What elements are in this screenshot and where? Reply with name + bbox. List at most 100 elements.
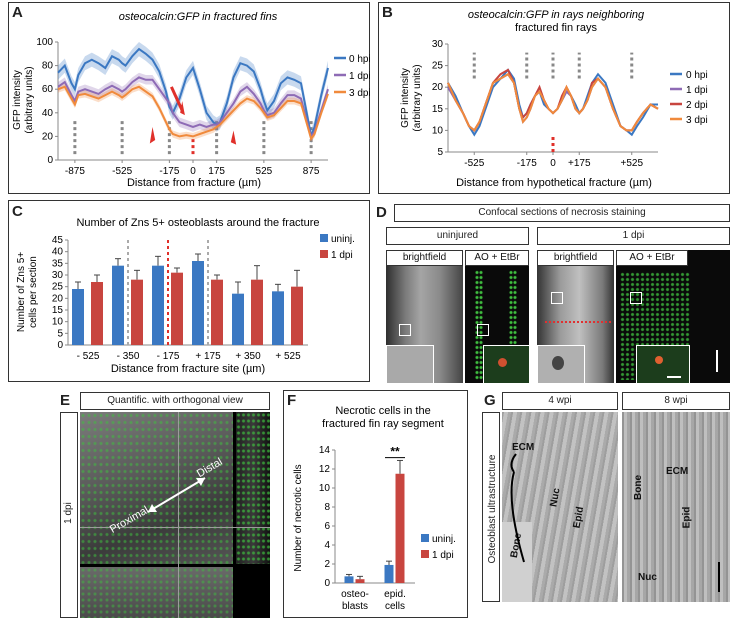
y-axis-label: Number of necrotic cells <box>293 464 304 571</box>
d-col-brightfield-2: brightfield <box>537 250 614 266</box>
bar <box>232 293 244 345</box>
y-tick-label: 6 <box>324 521 330 532</box>
y-tick-label: 30 <box>432 39 444 50</box>
g-em-8wpi-image: ECM Bone Epid Nuc <box>622 412 730 602</box>
x-tick-label: +525 <box>620 158 643 169</box>
legend-label: 2 dpi <box>686 100 708 111</box>
series-band <box>58 83 328 143</box>
d-brightfield-uninjured-image: brightfield <box>386 250 463 383</box>
red-arrowhead <box>149 126 156 144</box>
chart-title: fractured fin rays <box>515 22 597 34</box>
y-tick-label: 5 <box>57 328 63 339</box>
panel-g-col-8wpi: 8 wpi <box>622 392 730 410</box>
x-tick-label: -175 <box>159 166 179 177</box>
d-stain-1dpi-image: AO + EtBr <box>616 250 730 383</box>
legend-label: uninj. <box>432 534 456 545</box>
x-tick-label: -175 <box>517 158 537 169</box>
bar <box>171 272 183 345</box>
series-line <box>57 85 329 142</box>
legend-swatch <box>421 534 429 542</box>
bar <box>344 576 354 583</box>
g-bone-label-2: Bone <box>633 475 644 500</box>
x-tick-label: -525 <box>112 166 132 177</box>
legend-label: 3 dpi <box>349 88 370 99</box>
d-dark-cell <box>552 356 564 370</box>
g-ecm-label-2: ECM <box>666 466 689 477</box>
x-tick-label: -525 <box>464 158 484 169</box>
legend-swatch <box>320 250 328 258</box>
g-ecm-arrow <box>510 453 525 563</box>
chart-title: Necrotic cells in the <box>335 405 430 417</box>
y-tick-label: 20 <box>42 131 54 142</box>
d-roi-box <box>630 292 642 304</box>
series-line <box>57 47 329 141</box>
legend-label: 1 dpi <box>432 550 454 561</box>
panel-b-chart: osteocalcin:GFP in rays neighboringfract… <box>400 9 708 189</box>
bar <box>211 279 223 345</box>
x-tick-label: + 350 <box>235 351 261 362</box>
red-arrow <box>170 86 184 112</box>
legend-swatch <box>320 234 328 242</box>
d-col-stain-2: AO + EtBr <box>616 250 688 266</box>
y-tick-label: 10 <box>432 125 444 136</box>
d-roi-box <box>551 292 563 304</box>
panel-g-side-text: Osteoblast ultrastructure <box>487 454 498 564</box>
legend-swatch <box>421 550 429 558</box>
d-red-cell <box>655 356 663 364</box>
panel-d-group-1dpi: 1 dpi <box>537 227 730 245</box>
panel-d-title: Confocal sections of necrosis staining <box>394 204 730 222</box>
y-tick-label: 40 <box>52 247 64 258</box>
d-col-stain-1: AO + EtBr <box>465 250 529 266</box>
y-tick-label: 20 <box>432 82 444 93</box>
y-tick-label: 0 <box>47 155 53 166</box>
bar <box>272 291 284 345</box>
panel-a-chart: osteocalcin:GFP in fractured fins 0 20 40 60… <box>12 11 370 189</box>
d-roi-box <box>399 324 411 336</box>
chart-title: osteocalcin:GFP in fractured fins <box>119 11 278 23</box>
y-tick-label: 60 <box>42 84 54 95</box>
series-band <box>58 42 328 144</box>
e-green-signal <box>80 412 233 564</box>
g-epid-label-2: Epid <box>681 506 693 529</box>
e-green-signal <box>80 567 233 618</box>
significance-marker: ** <box>390 445 400 459</box>
panel-f <box>283 390 468 618</box>
y-tick-label: 10 <box>319 483 331 494</box>
legend-label: 1 dpi <box>331 250 353 261</box>
panel-a <box>8 2 370 194</box>
bar <box>251 279 263 345</box>
g-scale-bar <box>718 562 720 592</box>
y-tick-label: 45 <box>52 235 64 246</box>
panel-a-letter: A <box>12 4 23 21</box>
x-tick-label: +175 <box>568 158 591 169</box>
x-tick-label: 175 <box>208 166 225 177</box>
y-axis-label: (arbitrary units) <box>412 64 423 131</box>
d-red-cell <box>498 358 507 367</box>
legend-label: 0 hpi <box>686 70 708 81</box>
y-tick-label: 14 <box>319 445 331 456</box>
y-axis-label: (arbitrary units) <box>24 66 35 133</box>
e-crosshair-h <box>80 527 270 528</box>
y-tick-label: 25 <box>432 61 444 72</box>
chart-title: Number of Zns 5+ osteoblasts around the … <box>76 217 319 229</box>
y-tick-label: 2 <box>324 559 330 570</box>
d-stain-uninjured-image: AO + EtBr <box>465 250 529 383</box>
legend-label: 0 hpi <box>349 54 370 65</box>
legend-label: uninj. <box>331 234 355 245</box>
y-tick-label: 80 <box>42 61 54 72</box>
y-axis-label: GFP intensity <box>12 70 23 130</box>
panel-c-chart: Number of Zns 5+ osteoblasts around the … <box>16 217 355 375</box>
x-tick-label: -875 <box>65 166 85 177</box>
bar <box>91 282 103 345</box>
g-nuc-label-2: Nuc <box>638 572 657 583</box>
x-tick-label: - 525 <box>77 351 100 362</box>
x-tick-label: epid. <box>384 589 406 600</box>
series-line <box>447 72 659 132</box>
bar <box>112 265 124 345</box>
bar <box>192 261 204 345</box>
panel-d-letter: D <box>376 204 387 221</box>
x-tick-label: - 175 <box>157 351 180 362</box>
x-tick-label: 525 <box>256 166 273 177</box>
panel-c-letter: C <box>12 203 23 220</box>
